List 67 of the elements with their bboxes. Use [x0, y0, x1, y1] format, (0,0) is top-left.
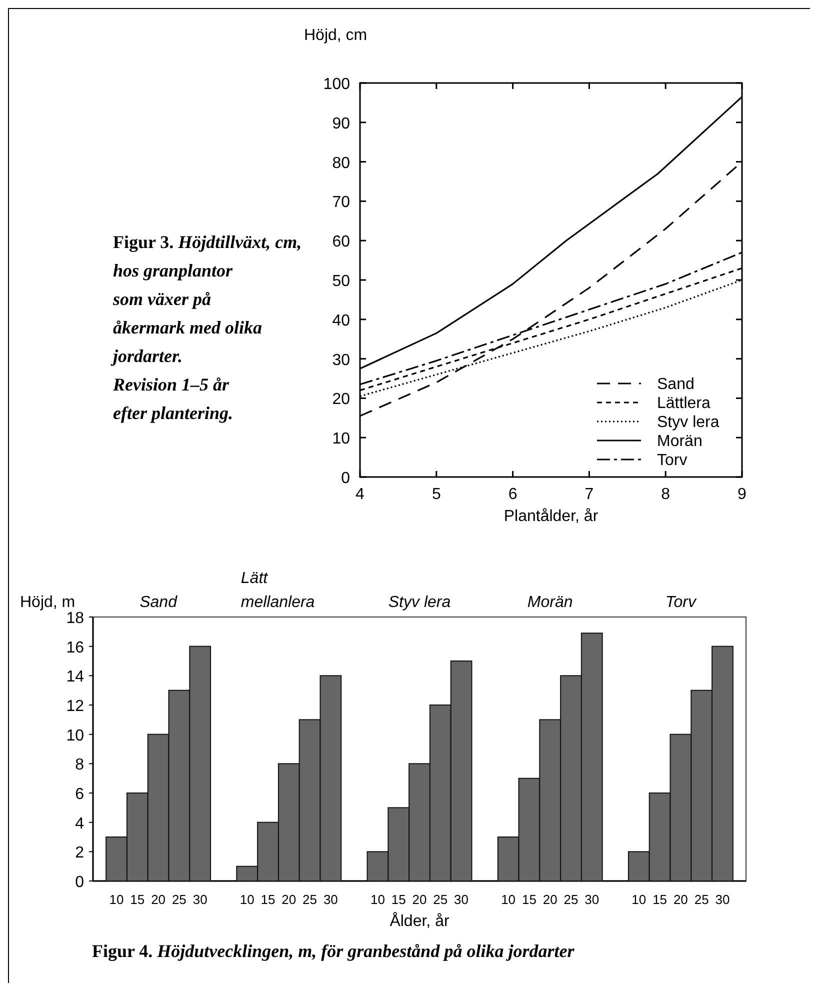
x-tick-label: Styv lera — [388, 594, 451, 611]
text: 25 — [433, 892, 448, 907]
text: 25 — [564, 892, 578, 907]
y-tick-label: 2 — [75, 844, 84, 862]
x-tick-label: Morän — [527, 594, 573, 611]
text: 30 — [715, 892, 730, 907]
y-tick-label: 10 — [332, 430, 350, 448]
series-label: 25 — [172, 892, 186, 907]
series-label: 20 — [151, 892, 166, 907]
y-tick-label: 18 — [66, 610, 84, 627]
text: 20 — [282, 892, 296, 907]
y-tick-label: 0 — [341, 470, 350, 487]
text: 20 — [412, 892, 427, 907]
x-tick-label: Sand — [140, 594, 178, 611]
y-axis-title: Höjd, cm — [304, 27, 368, 44]
text: 10 — [632, 892, 646, 907]
y-tick-label: 90 — [332, 115, 350, 132]
y-tick-label: 50 — [332, 273, 350, 290]
y-tick-label: 30 — [332, 352, 350, 369]
y-tick-label: 12 — [66, 698, 84, 715]
text: 15 — [260, 892, 276, 907]
text: 30 — [454, 892, 469, 907]
x-axis-title: Plantålder, år — [504, 508, 599, 525]
series-label: 15 — [130, 892, 145, 907]
legend-label: Morän — [657, 433, 702, 450]
y-tick-label: 0 — [75, 874, 84, 891]
y-tick-label: 6 — [75, 786, 84, 803]
legend-label: Torv — [657, 452, 688, 469]
y-tick-label: 10 — [66, 727, 84, 744]
y-tick-label: 20 — [332, 391, 350, 408]
text: 15 — [391, 892, 406, 907]
legend-label: Lättlera — [657, 395, 710, 412]
x-tick-label: 8 — [661, 486, 670, 503]
y-tick-label: 80 — [332, 154, 350, 172]
y-tick-label: 14 — [66, 668, 84, 686]
x-tick-label: Lätt mellanlera — [240, 570, 315, 611]
x-tick-label: 7 — [584, 486, 594, 503]
x-tick-label: 4 — [356, 486, 365, 503]
series-label: 10 — [109, 892, 124, 907]
legend-label: Styv lera — [657, 414, 720, 431]
x-axis-title: Ålder, år — [390, 912, 450, 930]
text: 20 — [542, 892, 558, 907]
x-tick-label: Torv — [665, 594, 697, 611]
text: 15 — [652, 892, 668, 907]
x-tick-label: 5 — [432, 486, 441, 503]
y-tick-label: 60 — [332, 234, 350, 251]
y-tick-label: 4 — [75, 815, 84, 832]
text: 20 — [673, 892, 688, 907]
x-tick-label: 9 — [738, 486, 747, 503]
y-tick-label: 100 — [323, 76, 350, 93]
text: 30 — [584, 892, 600, 907]
series-label: 30 — [192, 892, 208, 907]
y-axis-title: Höjd, m — [20, 594, 76, 611]
text: 25 — [302, 892, 318, 907]
x-tick-label: 6 — [508, 486, 518, 503]
y-tick-label: 70 — [332, 194, 350, 212]
y-tick-label: 40 — [332, 312, 350, 330]
y-tick-label: 8 — [75, 756, 84, 774]
text: 10 — [240, 892, 254, 907]
text: Figur 4. Höjdutvecklingen, m, för granbestånd på olika jordarter — [92, 941, 576, 961]
legend-label: Sand — [657, 376, 694, 393]
text: 15 — [522, 892, 536, 907]
text: Figur 3. Höjdtillväxt, cm, hos granplantor som växer på åkermark med olika jordarter. Revision 1–5 år efter plantering. — [110, 232, 302, 423]
y-tick-label: 16 — [66, 639, 84, 656]
text: 10 — [370, 892, 385, 907]
text: 10 — [501, 892, 516, 907]
text: 25 — [694, 892, 709, 907]
